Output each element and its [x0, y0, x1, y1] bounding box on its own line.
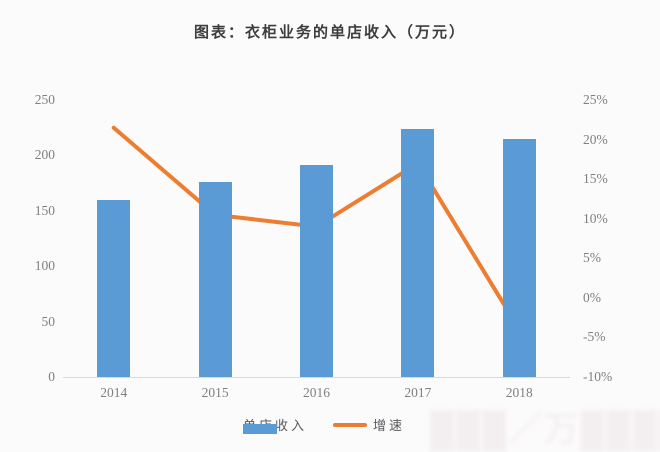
bar-2014 — [97, 199, 131, 377]
plot-area — [63, 100, 570, 378]
y-axis-right-tick: 20% — [583, 131, 608, 147]
legend: 单店收入 增速 — [0, 415, 648, 434]
x-axis-label-2017: 2017 — [404, 385, 432, 400]
x-axis: 2014 2015 2016 2017 2018 — [63, 385, 570, 405]
y-axis-right-tick: 0% — [583, 289, 601, 305]
x-axis-label-2015: 2015 — [201, 385, 229, 400]
y-axis-right-tick: 25% — [583, 92, 608, 107]
bar-2016 — [300, 165, 333, 377]
legend-label: 增速 — [373, 418, 406, 433]
legend-item-bar: 单店收入 — [242, 415, 307, 434]
x-axis-label-2014: 2014 — [100, 385, 128, 400]
bar-2017 — [401, 128, 435, 377]
legend-bar-swatch — [242, 424, 277, 434]
chart-title: 图表：衣柜业务的单店收入（万元） — [193, 25, 466, 41]
x-axis-label-2016: 2016 — [303, 385, 330, 400]
y-axis-right-tick: 10% — [583, 210, 608, 226]
y-axis-right: -10% -5% 0% 5% 10% 15% 20% 25% — [583, 92, 653, 384]
legend-item-line: 增速 — [333, 415, 405, 434]
y-axis-left-tick: 100 — [34, 258, 55, 274]
y-axis-left-tick: 0 — [48, 369, 55, 384]
y-axis-right-tick: -5% — [583, 329, 606, 345]
y-axis-left: 0 50 100 150 200 250 — [0, 92, 56, 384]
y-axis-left-tick: 150 — [34, 202, 55, 218]
y-axis-right-tick: 15% — [583, 171, 608, 187]
y-axis-left-tick: 50 — [41, 313, 56, 329]
x-axis-label-2018: 2018 — [505, 385, 533, 400]
y-axis-left-tick: 200 — [34, 147, 55, 163]
bar-2018 — [502, 138, 536, 377]
bar-2015 — [198, 182, 232, 377]
y-axis-right-tick: -10% — [583, 369, 613, 384]
y-axis-left-tick: 250 — [34, 92, 55, 107]
legend-line-swatch — [333, 422, 367, 427]
y-axis-right-tick: 5% — [583, 250, 601, 266]
